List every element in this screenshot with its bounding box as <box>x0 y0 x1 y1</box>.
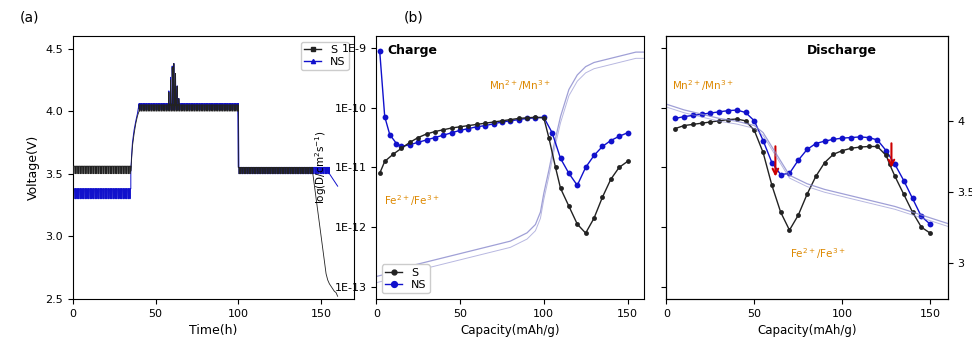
Text: Discharge: Discharge <box>807 44 877 57</box>
Text: (b): (b) <box>403 11 423 25</box>
Text: Charge: Charge <box>387 44 437 57</box>
Text: Fe$^{2+}$/Fe$^{3+}$: Fe$^{2+}$/Fe$^{3+}$ <box>384 194 440 208</box>
Legend: S, NS: S, NS <box>301 41 349 71</box>
Y-axis label: log(D/cm$^{2}$s$^{-1}$): log(D/cm$^{2}$s$^{-1}$) <box>313 130 329 204</box>
Y-axis label: Voltage(V): Voltage(V) <box>27 135 40 200</box>
X-axis label: Capacity(mAh/g): Capacity(mAh/g) <box>757 324 856 337</box>
Text: Mn$^{2+}$/Mn$^{3+}$: Mn$^{2+}$/Mn$^{3+}$ <box>672 78 734 93</box>
X-axis label: Capacity(mAh/g): Capacity(mAh/g) <box>461 324 560 337</box>
X-axis label: Time(h): Time(h) <box>190 324 238 337</box>
Text: Fe$^{2+}$/Fe$^{3+}$: Fe$^{2+}$/Fe$^{3+}$ <box>790 246 846 261</box>
Text: Mn$^{2+}$/Mn$^{3+}$: Mn$^{2+}$/Mn$^{3+}$ <box>489 78 551 93</box>
Legend: S, NS: S, NS <box>382 264 430 293</box>
Text: (a): (a) <box>19 11 39 25</box>
